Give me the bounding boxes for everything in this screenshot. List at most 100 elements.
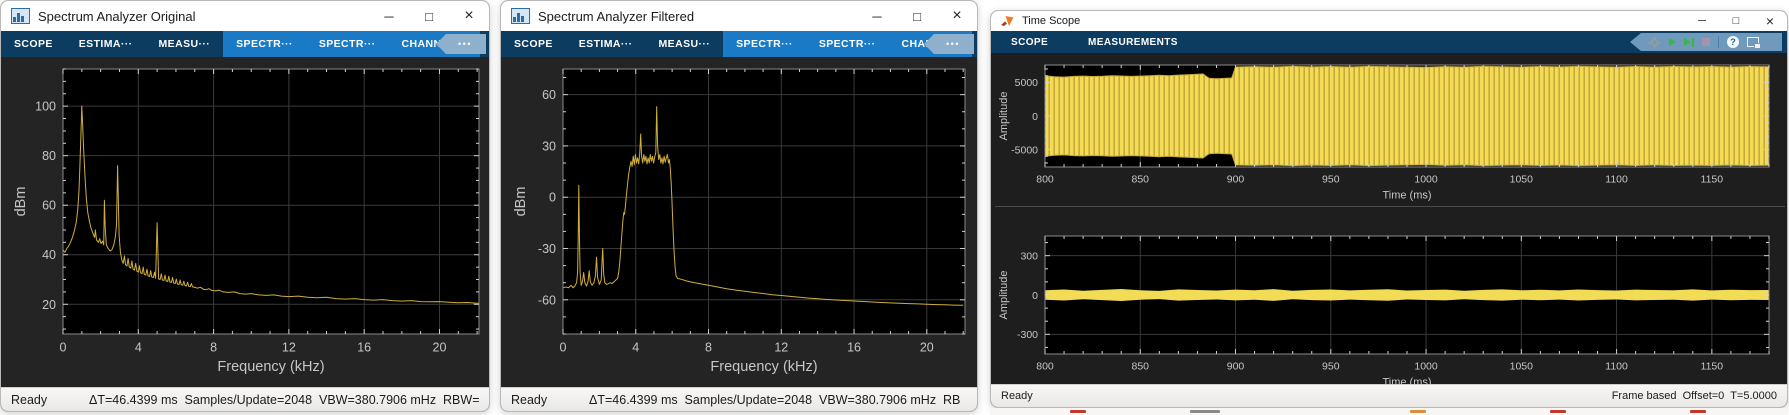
window-title: Spectrum Analyzer Filtered bbox=[538, 8, 695, 24]
tab-scope[interactable]: SCOPE bbox=[1011, 36, 1049, 48]
svg-text:16: 16 bbox=[357, 341, 371, 355]
tab-spectrogram[interactable]: SPECTR··· bbox=[818, 38, 876, 50]
minimize-button[interactable]: ─ bbox=[872, 8, 882, 24]
tab-measurements[interactable]: MEASUREMENTS bbox=[1088, 36, 1178, 48]
svg-text:Frequency (kHz): Frequency (kHz) bbox=[710, 359, 817, 375]
svg-text:300: 300 bbox=[1020, 250, 1038, 262]
svg-text:-5000: -5000 bbox=[1011, 144, 1038, 156]
toolstrip-overflow-button[interactable]: ••• bbox=[924, 34, 974, 54]
svg-text:12: 12 bbox=[774, 341, 788, 355]
window-spectrum-filtered: Spectrum Analyzer Filtered ─ □ × SCOPE E… bbox=[500, 0, 978, 412]
maximize-button[interactable]: □ bbox=[425, 8, 433, 24]
maximize-button[interactable]: □ bbox=[1732, 15, 1740, 27]
svg-text:Amplitude: Amplitude bbox=[998, 271, 1010, 320]
titlebar[interactable]: Time Scope ─ □ × bbox=[991, 11, 1787, 31]
svg-text:1150: 1150 bbox=[1701, 174, 1724, 186]
close-button[interactable]: × bbox=[952, 7, 962, 24]
svg-text:1100: 1100 bbox=[1605, 174, 1628, 186]
svg-text:100: 100 bbox=[35, 100, 56, 114]
svg-text:900: 900 bbox=[1227, 361, 1245, 373]
timescope-top-chart: 800 850 900 950 1000 1050 1100 1150 -5000 0 5000 Ti… bbox=[995, 57, 1785, 203]
svg-text:800: 800 bbox=[1036, 361, 1054, 373]
status-details: ΔT=46.4399 ms Samples/Update=2048 VBW=38… bbox=[89, 392, 479, 407]
tab-spectrum[interactable]: SPECTR··· bbox=[736, 38, 793, 50]
svg-text:5000: 5000 bbox=[1015, 77, 1039, 89]
timescope-bottom-chart: 800 850 900 950 1000 1050 1100 1150 -300 0 300 Time… bbox=[995, 210, 1785, 389]
svg-text:-300: -300 bbox=[1017, 329, 1038, 341]
svg-text:20: 20 bbox=[920, 341, 934, 355]
spectrum-filtered-chart: 0 4 8 12 16 20 -60 -30 0 30 60 Frequency (kHz) dBm bbox=[501, 57, 977, 389]
status-ready: Ready bbox=[1001, 390, 1033, 402]
window-time-scope: Time Scope ─ □ × SCOPE MEASUREMENTS bbox=[990, 10, 1788, 408]
svg-text:Frequency (kHz): Frequency (kHz) bbox=[217, 359, 324, 375]
svg-text:1050: 1050 bbox=[1510, 361, 1534, 373]
svg-text:1000: 1000 bbox=[1414, 361, 1438, 373]
svg-text:-30: -30 bbox=[538, 242, 556, 256]
titlebar[interactable]: Spectrum Analyzer Original ─ □ × bbox=[1, 1, 489, 31]
svg-text:60: 60 bbox=[542, 88, 556, 102]
window-title: Time Scope bbox=[1022, 15, 1081, 27]
dock-icon[interactable] bbox=[1747, 37, 1761, 49]
spectrum-original-chart: 0 4 8 12 16 20 20 40 60 80 100 Frequency (kHz) dBm bbox=[1, 57, 489, 389]
matlab-icon bbox=[1001, 15, 1014, 26]
tab-scope[interactable]: SCOPE bbox=[514, 38, 553, 50]
svg-text:Amplitude: Amplitude bbox=[998, 92, 1010, 141]
tab-estimation[interactable]: ESTIMA··· bbox=[78, 38, 133, 50]
svg-text:8: 8 bbox=[705, 341, 712, 355]
step-forward-icon[interactable] bbox=[1684, 37, 1694, 47]
maximize-button[interactable]: □ bbox=[913, 8, 921, 24]
settings-icon[interactable] bbox=[1648, 36, 1661, 49]
toolbar-divider bbox=[1718, 36, 1719, 48]
svg-text:1100: 1100 bbox=[1605, 361, 1628, 373]
svg-text:dBm: dBm bbox=[513, 187, 529, 217]
svg-text:20: 20 bbox=[433, 341, 447, 355]
minimize-button[interactable]: ─ bbox=[1698, 15, 1706, 27]
toolstrip-overflow-button[interactable]: ••• bbox=[436, 34, 486, 54]
svg-text:0: 0 bbox=[560, 341, 567, 355]
toolstrip: SCOPE MEASUREMENTS ? bbox=[991, 31, 1787, 53]
svg-text:900: 900 bbox=[1227, 174, 1245, 186]
svg-text:800: 800 bbox=[1036, 174, 1054, 186]
svg-text:1150: 1150 bbox=[1701, 361, 1724, 373]
quick-access-toolbar: ? bbox=[1630, 33, 1782, 51]
status-details: ΔT=46.4399 ms Samples/Update=2048 VBW=38… bbox=[589, 392, 961, 407]
svg-text:950: 950 bbox=[1322, 361, 1340, 373]
svg-text:4: 4 bbox=[632, 341, 639, 355]
stop-icon[interactable] bbox=[1702, 38, 1710, 46]
status-bar: Ready Frame based Offset=0 T=5.0000 bbox=[991, 384, 1787, 407]
tab-measurements[interactable]: MEASU··· bbox=[658, 38, 711, 50]
window-spectrum-original: Spectrum Analyzer Original ─ □ × SCOPE E… bbox=[0, 0, 490, 412]
svg-text:950: 950 bbox=[1322, 174, 1340, 186]
window-title: Spectrum Analyzer Original bbox=[38, 8, 196, 24]
close-button[interactable]: × bbox=[464, 7, 474, 24]
spectrum-analyzer-icon bbox=[511, 8, 530, 24]
svg-text:8: 8 bbox=[210, 341, 217, 355]
minimize-button[interactable]: ─ bbox=[384, 8, 394, 24]
status-frame-info: Frame based Offset=0 T=5.0000 bbox=[1611, 390, 1777, 402]
svg-text:30: 30 bbox=[542, 139, 556, 153]
close-button[interactable]: × bbox=[1765, 13, 1775, 29]
svg-text:80: 80 bbox=[42, 149, 56, 163]
tab-scope[interactable]: SCOPE bbox=[14, 38, 53, 50]
svg-text:850: 850 bbox=[1131, 361, 1149, 373]
tab-estimation[interactable]: ESTIMA··· bbox=[578, 38, 633, 50]
panel-separator bbox=[995, 206, 1785, 207]
titlebar[interactable]: Spectrum Analyzer Filtered ─ □ × bbox=[501, 1, 977, 31]
tab-spectrogram[interactable]: SPECTR··· bbox=[318, 38, 376, 50]
tab-measurements[interactable]: MEASU··· bbox=[158, 38, 211, 50]
svg-text:0: 0 bbox=[549, 191, 556, 205]
svg-text:20: 20 bbox=[42, 298, 56, 312]
svg-text:60: 60 bbox=[42, 199, 56, 213]
occluded-window-sliver bbox=[990, 408, 1788, 415]
svg-text:1050: 1050 bbox=[1510, 174, 1534, 186]
spectrum-analyzer-icon bbox=[11, 8, 30, 24]
help-icon[interactable]: ? bbox=[1727, 36, 1739, 48]
svg-text:0: 0 bbox=[60, 341, 67, 355]
svg-text:-60: -60 bbox=[538, 293, 556, 307]
svg-text:16: 16 bbox=[847, 341, 861, 355]
run-icon[interactable] bbox=[1669, 38, 1676, 46]
tab-spectrum[interactable]: SPECTR··· bbox=[236, 38, 293, 50]
status-bar: Ready ΔT=46.4399 ms Samples/Update=2048 … bbox=[501, 387, 977, 411]
svg-text:12: 12 bbox=[282, 341, 296, 355]
